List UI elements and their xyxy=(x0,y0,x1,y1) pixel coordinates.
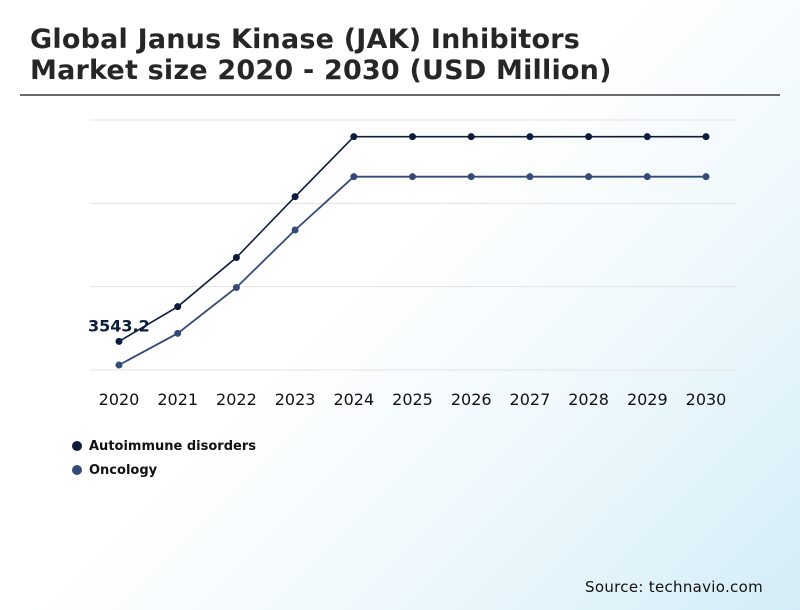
data-point-autoimmune xyxy=(409,133,416,141)
x-tick-label: 2027 xyxy=(510,390,551,409)
x-tick-label: 2020 xyxy=(99,390,140,409)
chart-legend: Autoimmune disorders Oncology xyxy=(72,434,256,482)
data-point-oncology xyxy=(526,173,534,181)
data-point-autoimmune xyxy=(174,303,182,311)
chart-title-line-2: Market size 2020 - 2030 (USD Million) xyxy=(30,55,612,86)
legend-label-oncology: Oncology xyxy=(89,462,158,478)
data-point-autoimmune xyxy=(702,133,710,141)
data-point-oncology xyxy=(409,173,416,181)
legend-item-autoimmune: Autoimmune disorders xyxy=(72,434,256,458)
data-point-autoimmune xyxy=(291,193,299,201)
legend-label-autoimmune: Autoimmune disorders xyxy=(89,438,256,454)
data-point-oncology xyxy=(585,173,593,181)
data-point-autoimmune xyxy=(115,337,123,345)
data-point-oncology xyxy=(174,329,182,337)
data-point-oncology xyxy=(115,361,123,369)
x-tick-label: 2021 xyxy=(157,390,198,409)
data-point-oncology xyxy=(702,173,710,181)
data-point-oncology xyxy=(291,226,299,234)
data-point-autoimmune xyxy=(643,133,651,141)
source-credit: Source: technavio.com xyxy=(585,578,763,596)
data-point-oncology xyxy=(467,173,475,181)
data-point-autoimmune xyxy=(467,133,475,141)
x-tick-label: 2026 xyxy=(451,390,492,409)
legend-marker-oncology xyxy=(72,465,82,475)
data-point-oncology xyxy=(643,173,651,181)
x-tick-label: 2023 xyxy=(275,390,316,409)
chart-title: Global Janus Kinase (JAK) Inhibitors Mar… xyxy=(30,24,612,86)
data-point-oncology xyxy=(232,284,240,291)
data-point-oncology xyxy=(350,173,358,181)
legend-marker-autoimmune xyxy=(72,441,82,451)
series-line-oncology xyxy=(118,175,706,366)
x-tick-label: 2028 xyxy=(568,390,609,409)
legend-item-oncology: Oncology xyxy=(72,458,256,482)
x-tick-label: 2030 xyxy=(686,390,727,409)
title-divider xyxy=(20,94,780,96)
x-tick-label: 2022 xyxy=(216,390,257,409)
data-label: 3543.2 xyxy=(88,316,150,335)
data-point-autoimmune xyxy=(350,133,358,141)
data-point-autoimmune xyxy=(232,254,240,261)
x-tick-label: 2025 xyxy=(392,390,433,409)
chart-title-line-1: Global Janus Kinase (JAK) Inhibitors xyxy=(30,24,581,55)
x-tick-label: 2024 xyxy=(333,390,374,409)
x-tick-label: 2029 xyxy=(627,390,668,409)
data-point-autoimmune xyxy=(585,133,593,141)
data-point-autoimmune xyxy=(526,133,534,141)
